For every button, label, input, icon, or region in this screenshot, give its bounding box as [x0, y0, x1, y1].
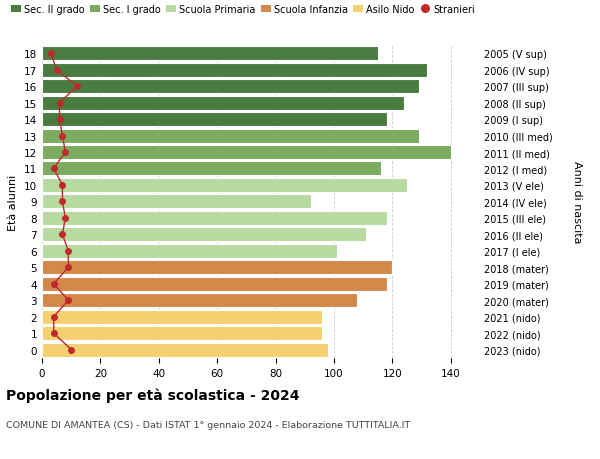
Bar — [42, 228, 366, 242]
Text: COMUNE DI AMANTEA (CS) - Dati ISTAT 1° gennaio 2024 - Elaborazione TUTTITALIA.IT: COMUNE DI AMANTEA (CS) - Dati ISTAT 1° g… — [6, 420, 410, 429]
Bar — [42, 96, 404, 110]
Legend: Sec. II grado, Sec. I grado, Scuola Primaria, Scuola Infanzia, Asilo Nido, Stran: Sec. II grado, Sec. I grado, Scuola Prim… — [11, 5, 475, 15]
Bar — [42, 244, 337, 258]
Bar — [42, 113, 386, 127]
Bar — [42, 162, 381, 176]
Bar — [42, 195, 311, 209]
Text: Popolazione per età scolastica - 2024: Popolazione per età scolastica - 2024 — [6, 388, 299, 403]
Bar — [42, 129, 419, 143]
Bar — [42, 294, 358, 308]
Bar — [42, 310, 322, 324]
Y-axis label: Età alunni: Età alunni — [8, 174, 19, 230]
Bar — [42, 63, 427, 78]
Bar — [42, 47, 378, 61]
Bar — [42, 261, 392, 274]
Bar — [42, 212, 386, 225]
Bar — [42, 326, 322, 341]
Bar — [42, 80, 419, 94]
Y-axis label: Anni di nascita: Anni di nascita — [572, 161, 583, 243]
Bar — [42, 179, 407, 192]
Bar — [42, 146, 451, 160]
Bar — [42, 343, 328, 357]
Bar — [42, 277, 386, 291]
